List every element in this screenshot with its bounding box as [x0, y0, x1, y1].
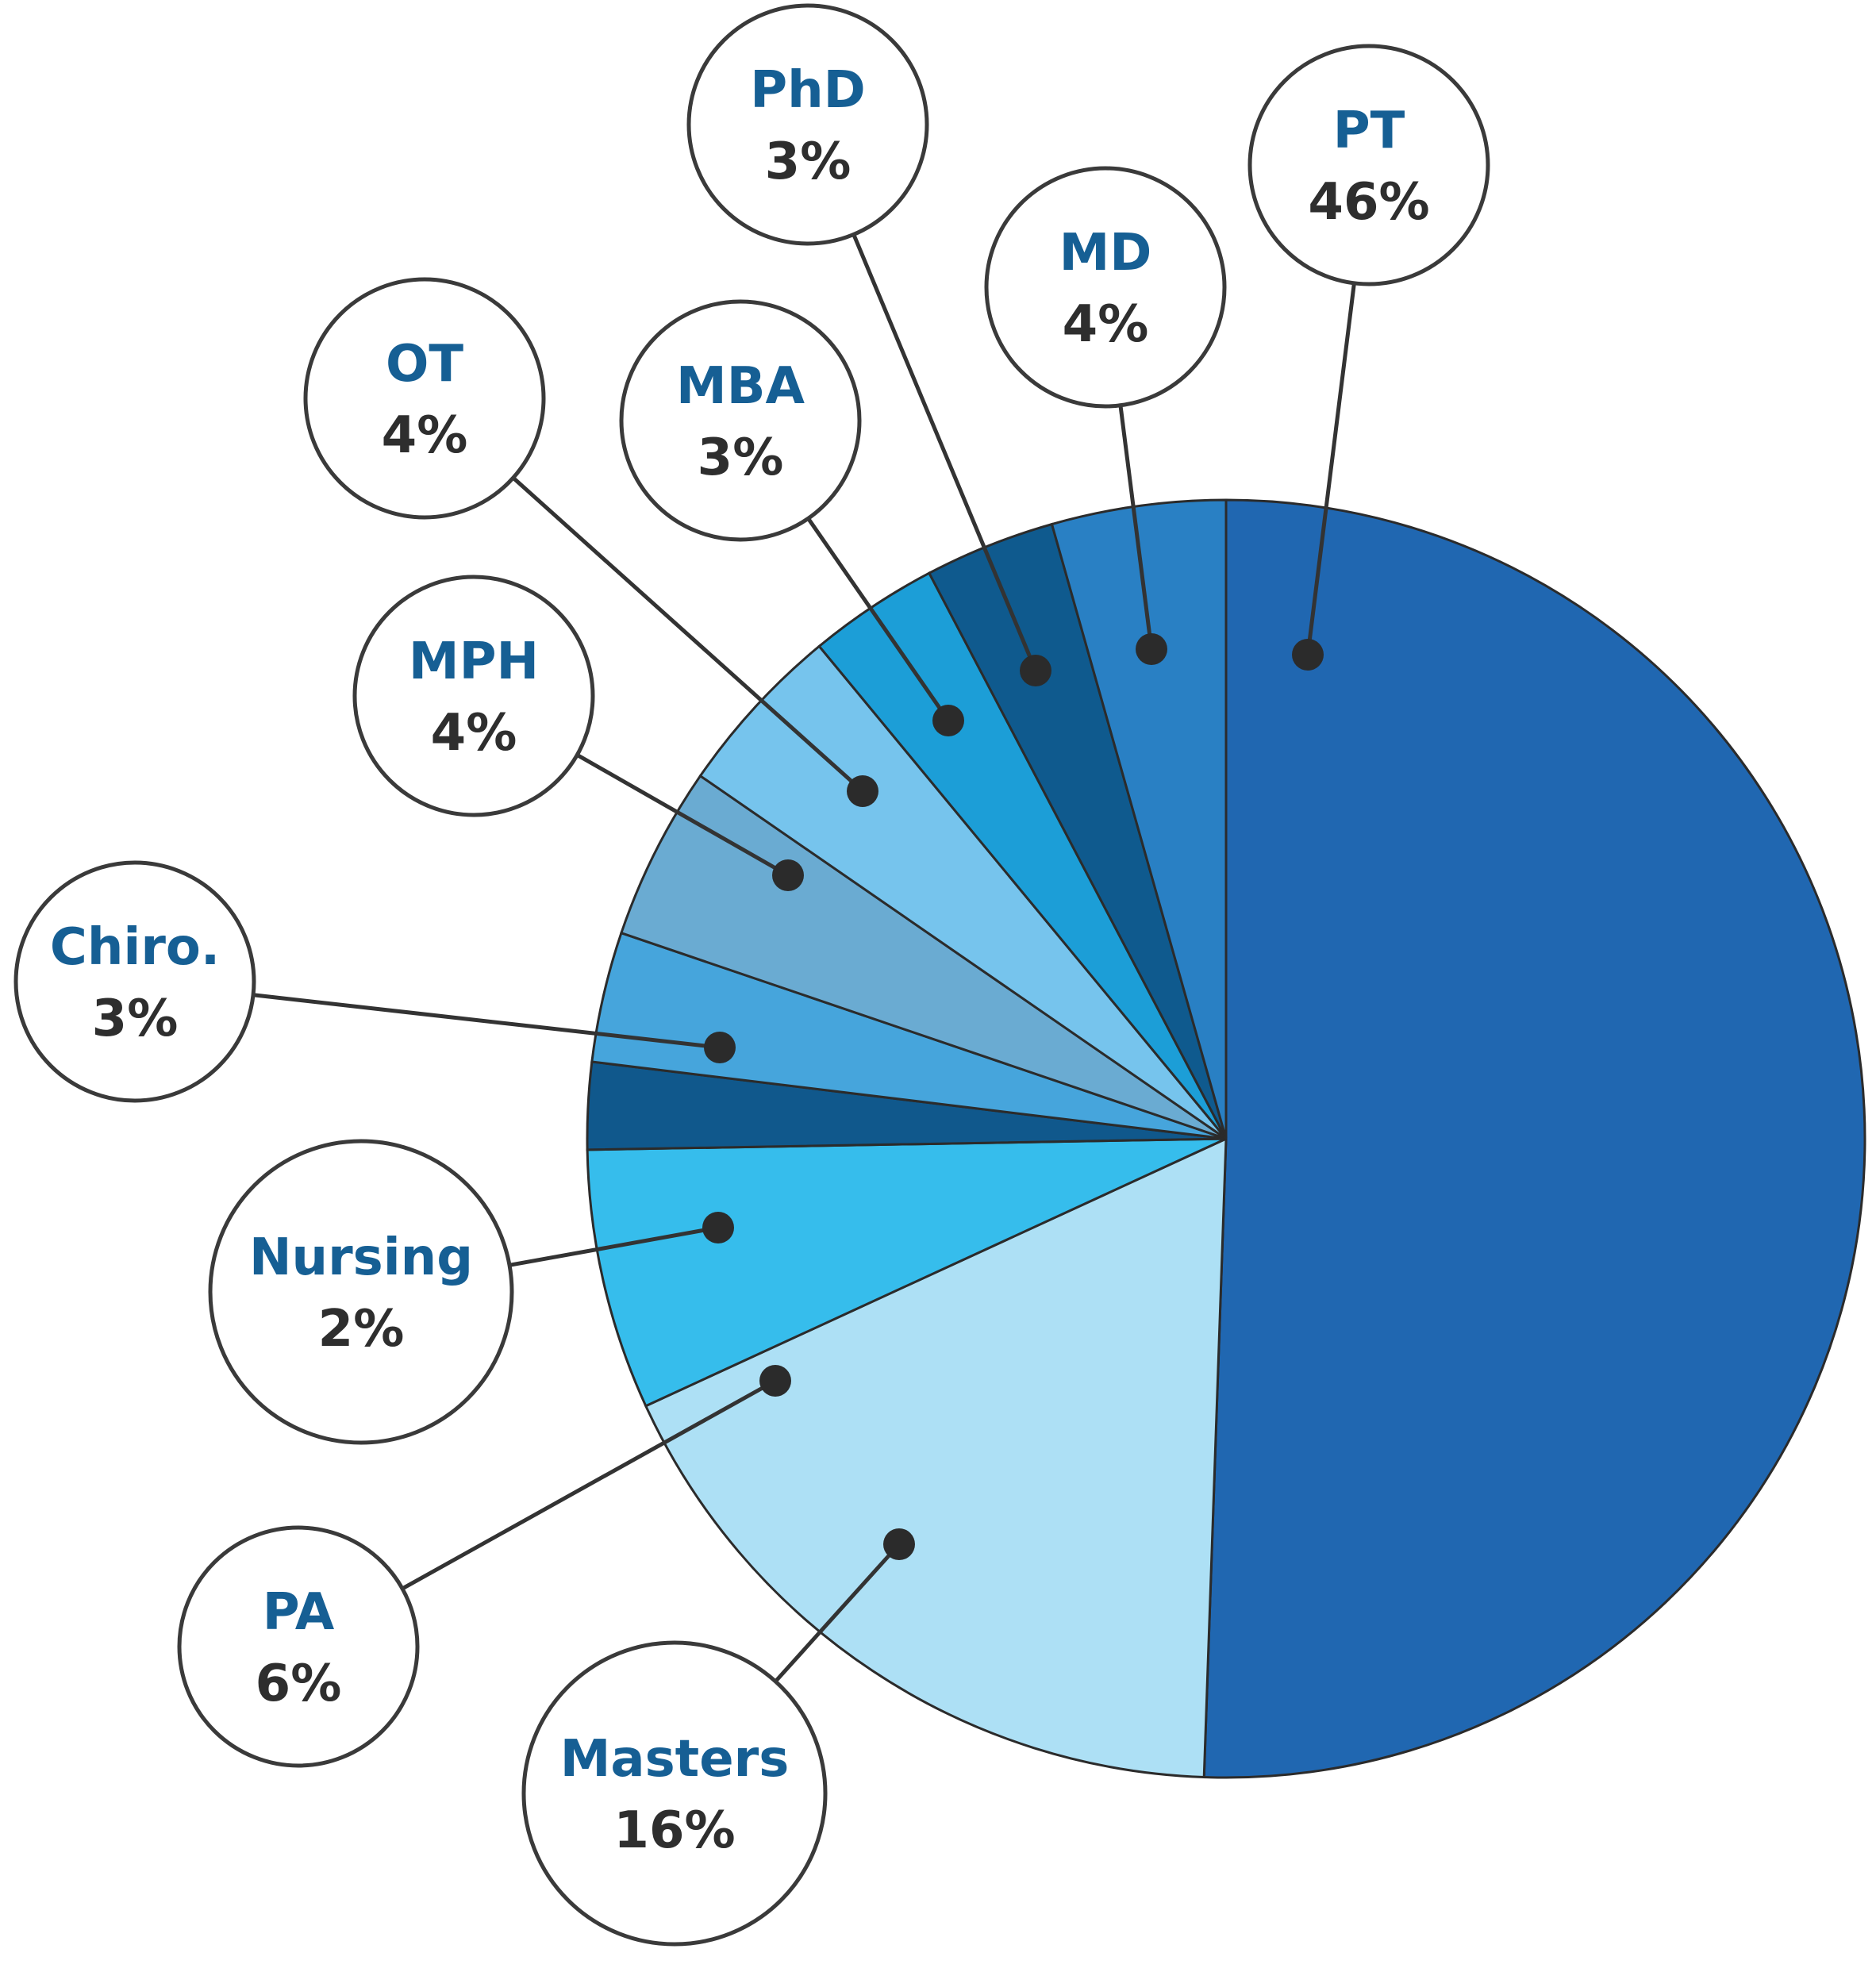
- label-bubble-chiro: Chiro. 3%: [13, 860, 256, 1103]
- leader-dot-phd: [1020, 655, 1051, 686]
- leader-dot-pa: [759, 1365, 791, 1397]
- slice-category-label: MBA: [676, 357, 805, 416]
- leader-dot-pt: [1292, 639, 1324, 671]
- slice-category-label: PhD: [750, 61, 866, 120]
- pie-slices: [586, 498, 1866, 1779]
- leader-dot-nursing: [702, 1212, 734, 1243]
- label-bubble-circle: [303, 277, 546, 520]
- label-bubble-circle: [13, 860, 256, 1103]
- leader-line-pt: [1305, 283, 1356, 655]
- slice-value-label: 3%: [92, 990, 179, 1048]
- leader-line-mph: [576, 753, 790, 878]
- label-bubble-masters: Masters 16%: [521, 1640, 828, 1947]
- slice-category-label: PA: [263, 1583, 335, 1642]
- slice-value-label: 3%: [765, 133, 852, 191]
- leader-dot-mba: [932, 705, 964, 736]
- label-bubble-circle: [686, 3, 929, 246]
- leader-dot-masters: [883, 1528, 915, 1560]
- label-bubble-circle: [352, 575, 595, 817]
- slice-value-label: 3%: [698, 429, 784, 487]
- leader-dot-ot: [847, 775, 878, 807]
- pie-slice-ot: [698, 644, 1228, 1140]
- slice-value-label: 4%: [382, 406, 468, 465]
- label-bubble-circle: [619, 299, 862, 542]
- label-bubble-circle: [177, 1525, 420, 1768]
- slice-value-label: 2%: [318, 1300, 405, 1359]
- label-bubble-pt: PT 46%: [1247, 44, 1490, 286]
- leader-line-mba: [806, 517, 951, 722]
- label-bubble-circle: [208, 1139, 514, 1445]
- slice-value-label: 16%: [613, 1801, 735, 1860]
- label-bubble-md: MD 4%: [984, 166, 1227, 409]
- label-bubble-phd: PhD 3%: [686, 3, 929, 246]
- slice-category-label: MD: [1059, 224, 1152, 283]
- slice-value-label: 4%: [431, 704, 517, 763]
- slice-value-label: 46%: [1308, 173, 1429, 232]
- label-bubble-mba: MBA 3%: [619, 299, 862, 542]
- leader-dot-chiro: [704, 1032, 736, 1063]
- leader-line-nursing: [509, 1225, 719, 1267]
- slice-category-label: OT: [386, 335, 463, 394]
- pie-slice-pa: [586, 1137, 1227, 1408]
- slice-category-label: MPH: [409, 632, 539, 691]
- leader-line-masters: [774, 1543, 901, 1683]
- leader-line-md: [1118, 405, 1154, 650]
- leader-dot-mph: [772, 859, 804, 891]
- leader-line-chiro: [252, 993, 721, 1050]
- pie-slice-pt: [1202, 498, 1866, 1779]
- slice-category-label: Chiro.: [50, 918, 220, 977]
- label-bubble-nursing: Nursing 2%: [208, 1139, 514, 1445]
- leader-line-ot: [512, 476, 864, 793]
- leader-line-pa: [401, 1378, 777, 1591]
- slice-category-label: PT: [1333, 102, 1405, 160]
- slice-category-label: Masters: [560, 1730, 790, 1789]
- pie-slice-masters: [644, 1136, 1228, 1779]
- slice-value-label: 4%: [1063, 295, 1149, 354]
- leader-line-phd: [852, 233, 1038, 671]
- slice-value-label: 6%: [256, 1655, 342, 1713]
- label-bubble-circle: [984, 166, 1227, 409]
- label-bubble-pa: PA 6%: [177, 1525, 420, 1768]
- label-bubble-circle: [1247, 44, 1490, 286]
- slice-category-label: Nursing: [249, 1228, 473, 1287]
- label-bubble-circle: [521, 1640, 828, 1947]
- label-bubble-mph: MPH 4%: [352, 575, 595, 817]
- leader-dot-md: [1136, 633, 1167, 665]
- label-bubble-ot: OT 4%: [303, 277, 546, 520]
- pie-slice-md: [1050, 498, 1228, 1140]
- label-bubbles: PT 46% Masters 16% PA 6% Nursing 2% Chiro. 3% MPH 4…: [13, 3, 1490, 1947]
- leader-lines: [252, 233, 1356, 1683]
